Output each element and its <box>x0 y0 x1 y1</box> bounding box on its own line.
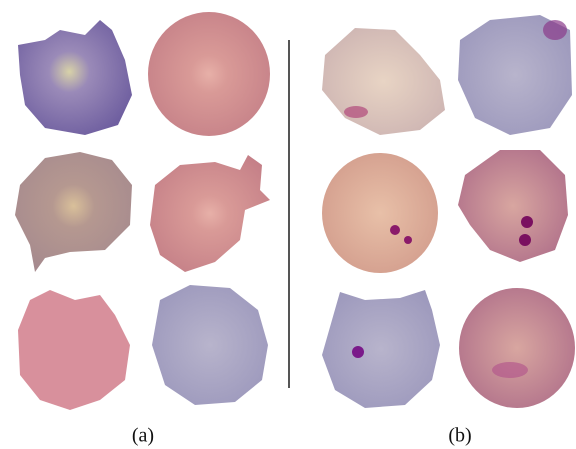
cell <box>150 155 270 272</box>
parasite <box>404 236 412 244</box>
cell <box>15 152 132 272</box>
cell <box>322 28 445 135</box>
cell <box>148 12 270 136</box>
cell <box>458 150 568 262</box>
cell <box>322 153 438 273</box>
cell <box>18 290 130 410</box>
cell <box>459 288 575 408</box>
parasite <box>519 234 531 246</box>
cell <box>18 20 132 135</box>
panel-label: (a) <box>132 425 154 447</box>
panel-b-cells <box>322 15 575 408</box>
parasite <box>521 216 533 228</box>
cell <box>322 290 440 408</box>
figure: (a) (b) <box>0 0 576 449</box>
parasite <box>492 362 528 378</box>
parasite <box>390 225 400 235</box>
cell <box>152 285 268 405</box>
panel-label: (b) <box>448 425 471 447</box>
parasite <box>344 106 368 118</box>
parasite <box>352 346 364 358</box>
parasite <box>543 20 567 40</box>
panel-a-cells <box>15 12 270 410</box>
